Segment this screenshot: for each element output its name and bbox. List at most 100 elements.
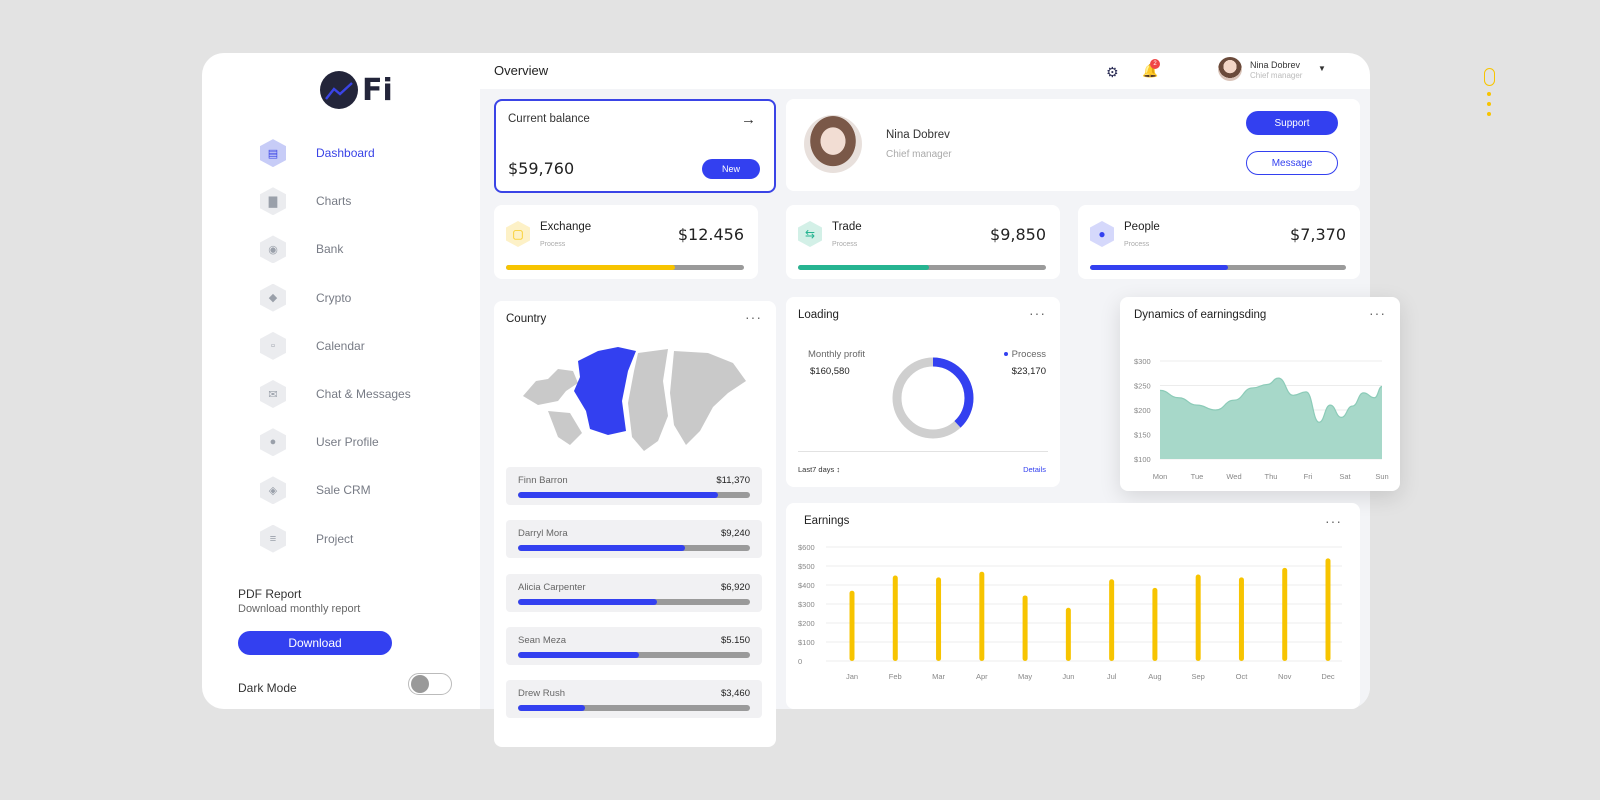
- more-icon[interactable]: ···: [1029, 305, 1046, 321]
- x-tick-label: Tue: [1191, 472, 1204, 481]
- period-select[interactable]: Last7 days ↕: [798, 465, 841, 474]
- country-row[interactable]: Alicia Carpenter $6,920: [506, 573, 762, 612]
- sidebar-item-dashboard[interactable]: ▤ Dashboard: [260, 129, 411, 177]
- message-button[interactable]: Message: [1246, 151, 1338, 175]
- chevron-down-icon[interactable]: ▼: [1318, 64, 1326, 73]
- user-icon: ●: [260, 428, 286, 457]
- sidebar-item-calendar[interactable]: ▫ Calendar: [260, 322, 411, 370]
- x-tick-label: Mon: [1153, 472, 1168, 481]
- current-balance-card: Current balance → $59,760 New: [494, 99, 776, 193]
- country-row-value: $3,460: [720, 688, 750, 700]
- area-fill: [1160, 378, 1382, 459]
- stat-card-people: ● People Process $7,370: [1078, 205, 1360, 279]
- country-row-fill: [518, 651, 639, 658]
- dark-mode-label: Dark Mode: [238, 681, 297, 695]
- y-tick-label: $200: [1134, 406, 1151, 415]
- sidebar-item-label: Chat & Messages: [316, 387, 411, 402]
- sidebar-item-label: User Profile: [316, 435, 379, 450]
- dynamics-title: Dynamics of earningsding: [1134, 309, 1267, 321]
- sidebar-item-user-profile[interactable]: ● User Profile: [260, 418, 411, 466]
- scroll-indicator[interactable]: [1484, 68, 1495, 86]
- x-tick-label: Nov: [1278, 672, 1292, 681]
- pdf-report-subtitle: Download monthly report: [238, 603, 361, 615]
- country-map: [523, 347, 746, 451]
- country-card: Country ··· Finn Barron $11,370 Darryl Mor…: [494, 301, 776, 747]
- dark-mode-toggle[interactable]: [408, 673, 452, 695]
- legend-dot: [1003, 352, 1008, 357]
- loading-title: Loading: [798, 309, 839, 321]
- calendar-icon: ▫: [260, 331, 286, 360]
- x-tick-label: Jan: [846, 672, 858, 681]
- stat-subtitle: Process: [832, 241, 858, 248]
- stat-subtitle: Process: [1124, 241, 1150, 248]
- country-row-value: $9,240: [720, 528, 750, 540]
- stat-subtitle: Process: [540, 241, 566, 248]
- loading-card: Loading ··· Monthly profit $160,580 Proc…: [786, 297, 1060, 487]
- stat-progress-fill: [798, 265, 930, 270]
- country-row-bar: [518, 651, 750, 658]
- x-tick-label: Sun: [1375, 472, 1388, 481]
- more-icon[interactable]: ···: [1369, 305, 1386, 321]
- bar: [1325, 558, 1331, 661]
- new-button[interactable]: New: [702, 159, 760, 179]
- country-row[interactable]: Drew Rush $3,460: [506, 680, 762, 719]
- x-tick-label: Feb: [889, 672, 902, 681]
- sidebar-item-sale-crm[interactable]: ◈ Sale CRM: [260, 466, 411, 514]
- notification-badge: 2: [1150, 59, 1160, 69]
- country-row[interactable]: Finn Barron $11,370: [506, 467, 762, 505]
- profile-avatar: [804, 115, 862, 173]
- x-tick-label: Sep: [1192, 672, 1205, 681]
- stat-progress-fill: [1090, 265, 1229, 270]
- stat-progress-fill: [506, 265, 675, 270]
- profile-name: Nina Dobrev: [886, 129, 950, 141]
- stat-title: Exchange: [540, 221, 592, 233]
- sidebar-item-project[interactable]: ≡ Project: [260, 515, 411, 563]
- donut-chart: [892, 357, 974, 439]
- header-avatar[interactable]: [1218, 57, 1242, 81]
- stat-card-trade: ⇆ Trade Process $9,850: [786, 205, 1060, 279]
- country-row-bar: [518, 705, 750, 712]
- x-tick-label: Aug: [1148, 672, 1161, 681]
- more-icon[interactable]: ···: [1325, 513, 1342, 529]
- more-icon[interactable]: ···: [745, 309, 762, 325]
- y-tick-label: $600: [798, 543, 815, 552]
- country-row-fill: [518, 545, 686, 552]
- country-row[interactable]: Sean Meza $5.150: [506, 626, 762, 665]
- header-user-name: Nina Dobrev: [1250, 60, 1301, 70]
- earnings-chart: $600 $500 $400 $300 $200 $100 0 Jan Feb Mar Apr May…: [798, 543, 1342, 681]
- country-row-fill: [518, 598, 658, 605]
- page-title: Overview: [494, 63, 549, 78]
- bar: [1238, 577, 1244, 661]
- x-tick-label: Fri: [1304, 472, 1313, 481]
- process-label: Process: [1011, 349, 1046, 360]
- support-button[interactable]: Support: [1246, 111, 1338, 135]
- bar: [1022, 595, 1028, 661]
- x-tick-label: May: [1018, 672, 1032, 681]
- x-tick-label: Apr: [976, 672, 988, 681]
- sidebar-item-charts[interactable]: ▇ Charts: [260, 177, 411, 225]
- balance-amount: $59,760: [508, 159, 575, 178]
- tag-icon: ◈: [260, 476, 286, 505]
- country-title: Country: [506, 313, 547, 325]
- country-row-name: Sean Meza: [518, 634, 567, 646]
- divider: [798, 451, 1048, 452]
- monthly-profit-value: $160,580: [810, 366, 850, 377]
- sidebar-item-crypto[interactable]: ◆ Crypto: [260, 274, 411, 322]
- sidebar-item-chat-messages[interactable]: ✉ Chat & Messages: [260, 370, 411, 418]
- settings-icon[interactable]: ⚙: [1106, 64, 1119, 80]
- bar: [1109, 579, 1115, 661]
- charts-icon: ▇: [260, 187, 286, 216]
- download-button[interactable]: Download: [238, 631, 392, 655]
- country-row[interactable]: Darryl Mora $9,240: [506, 520, 762, 559]
- app-logo[interactable]: Fi: [320, 71, 393, 109]
- arrow-right-icon[interactable]: →: [741, 111, 756, 128]
- country-row-bar: [518, 492, 750, 498]
- details-link[interactable]: Details: [1023, 465, 1046, 474]
- process-value: $23,170: [1011, 366, 1046, 377]
- x-tick-label: Jun: [1062, 672, 1074, 681]
- x-tick-label: Jul: [1107, 672, 1117, 681]
- logo-text: Fi: [362, 72, 393, 108]
- y-tick-label: $500: [798, 562, 815, 571]
- monthly-profit-label: Monthly profit: [808, 349, 866, 360]
- sidebar-item-bank[interactable]: ◉ Bank: [260, 225, 411, 273]
